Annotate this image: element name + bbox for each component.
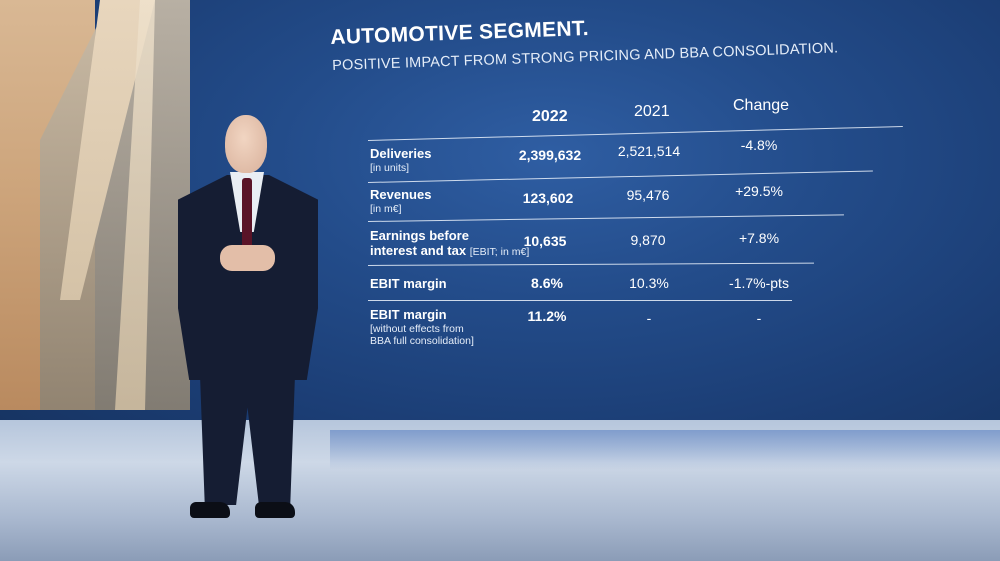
row-label-ebit: Earnings before interest and tax [EBIT; … — [370, 228, 530, 259]
row-label-deliveries: Deliveries [in units] — [370, 146, 432, 174]
table-rule — [368, 300, 792, 301]
presenter-shoe — [190, 502, 230, 518]
row-label-ebit-margin: EBIT margin — [370, 276, 447, 292]
row-unit: [without effects from — [370, 322, 464, 335]
ebit-margin-change: -1.7%-pts — [729, 275, 789, 291]
row-label-text: Earnings before — [370, 228, 469, 243]
column-header-2021: 2021 — [634, 103, 670, 120]
deliveries-2021: 2,521,514 — [617, 143, 681, 159]
row-label-text: Deliveries — [370, 146, 432, 161]
row-unit: BBA full consolidation] — [370, 335, 474, 347]
floor-reflection — [330, 430, 1000, 470]
revenues-2022: 123,602 — [522, 190, 574, 206]
presenter-hands — [220, 245, 275, 271]
ebit-margin-adjusted-2021: - — [646, 310, 652, 326]
row-label-revenues: Revenues [in m€] — [370, 187, 432, 215]
row-unit: [in m€] — [370, 202, 402, 215]
ebit-change: +7.8% — [738, 230, 780, 246]
row-label-text: Revenues — [370, 187, 432, 202]
table-rule — [367, 170, 873, 183]
presenter-shoe — [255, 502, 295, 518]
column-header-2022: 2022 — [532, 108, 568, 125]
row-label-text: EBIT margin — [370, 276, 447, 291]
row-label-text: EBIT margin — [370, 307, 447, 322]
presenter-tie — [242, 178, 252, 248]
row-unit: [in units] — [370, 161, 410, 174]
ebit-margin-2021: 10.3% — [629, 275, 669, 291]
column-header-change: Change — [733, 97, 790, 114]
presenter — [170, 110, 330, 530]
ebit-margin-adjusted-2022: 11.2% — [527, 308, 567, 324]
deliveries-2022: 2,399,632 — [518, 147, 582, 163]
ebit-2021: 9,870 — [630, 232, 666, 248]
table-rule — [367, 262, 814, 266]
presenter-head — [225, 115, 267, 173]
deliveries-change: -4.8% — [740, 137, 778, 153]
row-unit: [EBIT; in m€] — [469, 245, 530, 258]
ebit-margin-2022: 8.6% — [531, 275, 563, 291]
revenues-change: +29.5% — [735, 183, 783, 199]
table-rule — [367, 125, 903, 141]
table-rule — [367, 214, 844, 222]
row-label-ebit-margin-adjusted: EBIT margin [without effects from BBA fu… — [370, 307, 474, 347]
revenues-2021: 95,476 — [626, 187, 670, 203]
row-label-text: interest and tax — [370, 242, 467, 258]
ebit-margin-adjusted-change: - — [756, 310, 762, 326]
ebit-2022: 10,635 — [523, 233, 567, 249]
